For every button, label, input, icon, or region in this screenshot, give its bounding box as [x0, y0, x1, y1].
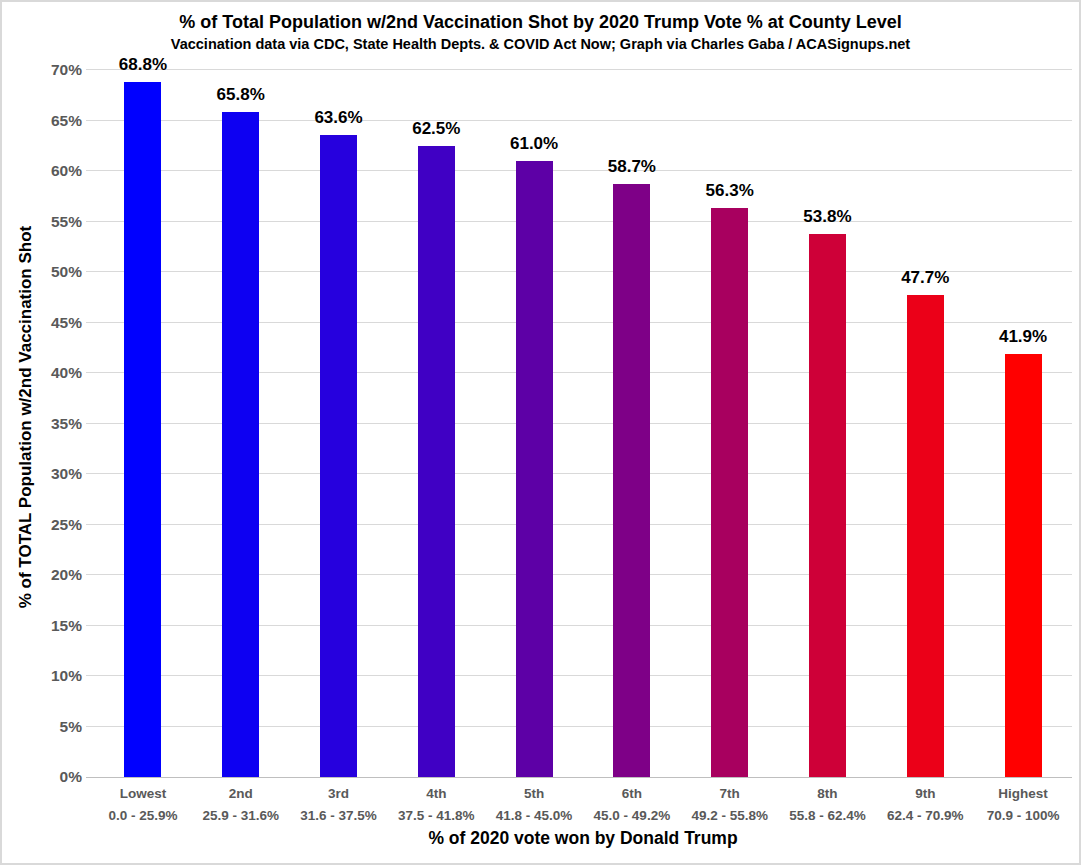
- x-category-range: 70.9 - 100%: [974, 808, 1072, 824]
- bar-value-label: 47.7%: [901, 268, 949, 288]
- y-tick-label: 50%: [2, 263, 82, 281]
- x-category-range: 41.8 - 45.0%: [485, 808, 583, 824]
- bar: [711, 208, 748, 777]
- bar-value-label: 53.8%: [803, 207, 851, 227]
- y-tick-label: 10%: [2, 667, 82, 685]
- chart-subtitle: Vaccination data via CDC, State Health D…: [2, 36, 1079, 52]
- bar-slot: 63.6%: [290, 70, 388, 777]
- x-category-name: Lowest: [94, 786, 192, 802]
- x-category-label: 2nd 25.9 - 31.6%: [192, 786, 290, 824]
- y-axis-ticks: 0%5%10%15%20%25%30%35%40%45%50%55%60%65%…: [2, 70, 82, 777]
- y-tick-label: 5%: [2, 718, 82, 736]
- bar-slot: 68.8%: [94, 70, 192, 777]
- x-category-name: 3rd: [290, 786, 388, 802]
- x-category-name: 6th: [583, 786, 681, 802]
- y-tick-label: 0%: [2, 768, 82, 786]
- y-tick-label: 40%: [2, 364, 82, 382]
- y-tick-label: 15%: [2, 617, 82, 635]
- bar: [418, 146, 455, 777]
- x-category-name: 9th: [876, 786, 974, 802]
- bar: [516, 161, 553, 777]
- y-tick-label: 20%: [2, 566, 82, 584]
- bars-container: 68.8% 65.8% 63.6% 62.5% 61.0% 58.7% 56.3% 53.8%…: [94, 70, 1072, 777]
- bar-value-label: 56.3%: [706, 181, 754, 201]
- x-category-label: Lowest 0.0 - 25.9%: [94, 786, 192, 824]
- bar: [809, 234, 846, 777]
- x-category-name: 4th: [387, 786, 485, 802]
- x-category-range: 37.5 - 41.8%: [387, 808, 485, 824]
- x-category-label: 8th 55.8 - 62.4%: [779, 786, 877, 824]
- x-category-name: Highest: [974, 786, 1072, 802]
- x-category-name: 5th: [485, 786, 583, 802]
- x-axis-title: % of 2020 vote won by Donald Trump: [94, 828, 1072, 849]
- bar-slot: 61.0%: [485, 70, 583, 777]
- y-tick-label: 55%: [2, 213, 82, 231]
- x-category-name: 8th: [779, 786, 877, 802]
- bar-value-label: 62.5%: [412, 119, 460, 139]
- bar-value-label: 63.6%: [314, 108, 362, 128]
- y-tick-label: 45%: [2, 314, 82, 332]
- bar: [1005, 354, 1042, 777]
- x-category-name: 2nd: [192, 786, 290, 802]
- x-category-range: 31.6 - 37.5%: [290, 808, 388, 824]
- bar-value-label: 68.8%: [119, 55, 167, 75]
- x-category-range: 55.8 - 62.4%: [779, 808, 877, 824]
- chart-title: % of Total Population w/2nd Vaccination …: [2, 12, 1079, 33]
- x-category-label: 4th 37.5 - 41.8%: [387, 786, 485, 824]
- y-tick-label: 65%: [2, 112, 82, 130]
- bar-value-label: 58.7%: [608, 157, 656, 177]
- y-tick-label: 25%: [2, 516, 82, 534]
- y-tick-label: 70%: [2, 61, 82, 79]
- x-category-range: 62.4 - 70.9%: [876, 808, 974, 824]
- x-category-range: 25.9 - 31.6%: [192, 808, 290, 824]
- bar: [124, 82, 161, 777]
- bar: [907, 295, 944, 777]
- bar-slot: 53.8%: [779, 70, 877, 777]
- bar-slot: 56.3%: [681, 70, 779, 777]
- bar-slot: 41.9%: [974, 70, 1072, 777]
- x-category-name: 7th: [681, 786, 779, 802]
- plot-area: 68.8% 65.8% 63.6% 62.5% 61.0% 58.7% 56.3% 53.8%…: [94, 70, 1072, 777]
- y-tick-label: 60%: [2, 162, 82, 180]
- bar-value-label: 41.9%: [999, 327, 1047, 347]
- x-category-label: 6th 45.0 - 49.2%: [583, 786, 681, 824]
- x-category-label: 3rd 31.6 - 37.5%: [290, 786, 388, 824]
- x-category-label: Highest 70.9 - 100%: [974, 786, 1072, 824]
- y-tick-label: 35%: [2, 415, 82, 433]
- x-category-label: 5th 41.8 - 45.0%: [485, 786, 583, 824]
- bar-value-label: 61.0%: [510, 134, 558, 154]
- x-category-range: 0.0 - 25.9%: [94, 808, 192, 824]
- y-tick-label: 30%: [2, 465, 82, 483]
- bar: [320, 135, 357, 777]
- x-axis-baseline: [86, 777, 1072, 778]
- bar: [222, 112, 259, 777]
- bar: [613, 184, 650, 777]
- chart-frame: % of Total Population w/2nd Vaccination …: [0, 0, 1081, 865]
- bar-slot: 62.5%: [387, 70, 485, 777]
- x-axis-labels: Lowest 0.0 - 25.9%2nd 25.9 - 31.6%3rd 31.6 …: [94, 786, 1072, 824]
- x-category-range: 45.0 - 49.2%: [583, 808, 681, 824]
- bar-value-label: 65.8%: [217, 85, 265, 105]
- bar-slot: 65.8%: [192, 70, 290, 777]
- bar-slot: 58.7%: [583, 70, 681, 777]
- x-category-label: 9th 62.4 - 70.9%: [876, 786, 974, 824]
- x-category-range: 49.2 - 55.8%: [681, 808, 779, 824]
- x-category-label: 7th 49.2 - 55.8%: [681, 786, 779, 824]
- bar-slot: 47.7%: [876, 70, 974, 777]
